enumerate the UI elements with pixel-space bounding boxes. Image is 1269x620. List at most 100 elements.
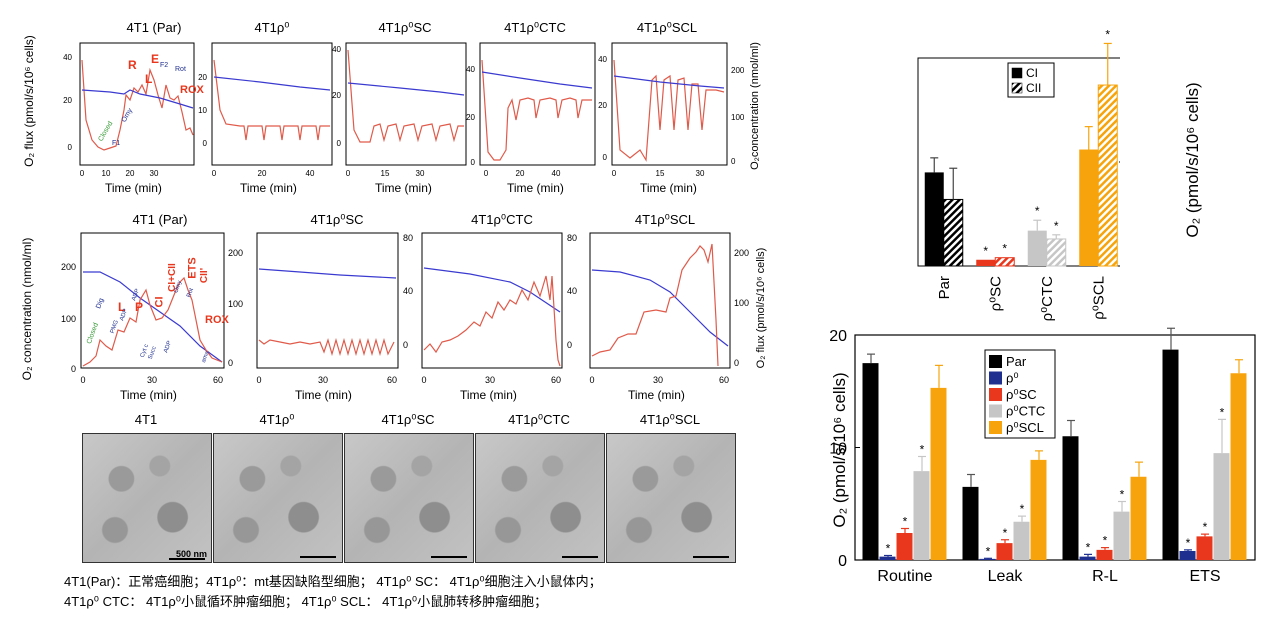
chart2-star: * (903, 515, 908, 529)
chart2-star: * (1086, 540, 1091, 554)
row2-xlabel-rho0sc: Time (min) (295, 388, 352, 402)
chart2-ylabel: O₂ (pmol/s/10⁶ cells) (830, 372, 849, 528)
svg-text:100: 100 (734, 298, 749, 308)
caption-line-2: 4T1ρ⁰ CTC： 4T1ρ⁰小鼠循环肿瘤细胞； 4T1ρ⁰ SCL： 4T1… (64, 594, 548, 609)
chart1-bar-CII-1 (994, 257, 1015, 267)
chart2-bar-4-1 (1030, 459, 1047, 560)
svg-text:20: 20 (126, 169, 135, 178)
row1-rho0ctc-red-trace (481, 59, 592, 161)
row2-rho0sc-red-trace (258, 337, 395, 357)
row1-frame-par (79, 42, 195, 166)
row1-xlabel-par: Time (min) (105, 181, 162, 195)
svg-text:0: 0 (212, 169, 217, 178)
row2-title-rho0ctc: 4T1ρ⁰CTC (471, 212, 533, 227)
svg-text:30: 30 (485, 375, 495, 385)
svg-text:20: 20 (466, 113, 475, 122)
svg-text:30: 30 (653, 375, 663, 385)
svg-text:40: 40 (306, 169, 315, 178)
chart2-star: * (1103, 534, 1108, 548)
chart1-legend-swatch (1011, 82, 1023, 94)
row2-par-red-trace (82, 276, 223, 367)
row2-annot-p: P (135, 300, 144, 314)
em-scalebar (562, 556, 598, 558)
svg-text:30: 30 (416, 169, 425, 178)
chart2-legend-label: ρ⁰SC (1006, 387, 1037, 402)
em-label-rho0scl: 4T1ρ⁰SCL (639, 412, 701, 427)
row2-rho0sc-blue-trace (258, 268, 397, 279)
row1-annot-rot: Rot (175, 66, 186, 73)
chart2-star: * (1203, 520, 1208, 534)
em-image-rho0 (213, 433, 343, 563)
row1-title-rho0sc: 4T1ρ⁰SC (378, 20, 432, 35)
em-image-rho0ctc (475, 433, 605, 563)
chart2-legend-swatch (989, 355, 1002, 368)
chart1-star: * (983, 244, 988, 258)
row2-xlabel-rho0scl: Time (min) (628, 388, 685, 402)
chart2-bar-4-3 (1230, 373, 1247, 560)
row1-frame-rho0ctc (479, 42, 596, 166)
svg-text:30: 30 (696, 169, 705, 178)
svg-text:40: 40 (552, 169, 561, 178)
svg-text:30: 30 (150, 169, 159, 178)
chart2-star: * (1003, 526, 1008, 540)
row2-rho0ctc-blue-trace (423, 267, 561, 313)
chart2-bar-3-2 (1113, 511, 1130, 560)
row1-xlabel-rho0ctc: Time (min) (507, 181, 564, 195)
svg-text:20: 20 (258, 169, 267, 178)
svg-text:40: 40 (63, 53, 72, 62)
chart2-legend-label: ρ⁰SCL (1006, 420, 1044, 435)
svg-text:0: 0 (471, 158, 476, 167)
chart1-legend-label: CI (1026, 66, 1038, 80)
row2-xlabel-rho0ctc: Time (min) (460, 388, 517, 402)
svg-text:40: 40 (332, 45, 341, 54)
chart2-legend-swatch (989, 404, 1002, 418)
row1-rho0sc-red-trace (347, 49, 464, 143)
svg-text:15: 15 (656, 169, 665, 178)
chart1-legend-label: CII (1026, 81, 1041, 95)
row1-frame-rho0 (211, 42, 333, 166)
row2-annot-cii-prime: CII' (199, 267, 211, 284)
row2-annot-ci: CI (153, 296, 166, 308)
row2-title-rho0scl: 4T1ρ⁰SCL (634, 212, 696, 227)
row2-rho0scl-red-trace (591, 243, 719, 367)
svg-text:10: 10 (102, 169, 111, 178)
row1-annot-r: R (128, 58, 137, 72)
svg-text:0: 0 (731, 157, 736, 166)
svg-text:200: 200 (734, 248, 749, 258)
svg-text:60: 60 (387, 375, 397, 385)
chart1-bar-CI-3 (1079, 149, 1099, 266)
svg-text:0: 0 (80, 375, 85, 385)
svg-text:40: 40 (598, 55, 607, 64)
chart2-star: * (1120, 488, 1125, 502)
svg-text:0: 0 (484, 169, 489, 178)
row1-rho0scl-blue-trace (613, 75, 725, 89)
row1-rho0-red-trace (213, 59, 330, 141)
svg-text:40: 40 (466, 65, 475, 74)
row2-annot-rox: ROX (205, 314, 229, 326)
chart2-bar-0-2 (1062, 436, 1079, 560)
svg-text:30: 30 (318, 375, 328, 385)
chart1-category-label: ρ⁰SC (987, 276, 1004, 312)
chart2-bar-1-3 (1179, 551, 1196, 560)
chart1-bar-CII-3 (1097, 84, 1118, 267)
chart2-star: * (1186, 536, 1191, 550)
row1-xlabel-rho0sc: Time (min) (375, 181, 432, 195)
svg-text:0: 0 (612, 169, 617, 178)
chart2-bar-0-3 (1162, 349, 1179, 560)
svg-text:0: 0 (68, 143, 73, 152)
svg-text:20: 20 (598, 101, 607, 110)
svg-text:60: 60 (213, 375, 223, 385)
svg-text:0: 0 (603, 153, 608, 162)
em-image-rho0sc (344, 433, 474, 563)
svg-text:0: 0 (80, 169, 85, 178)
row1-rho0scl-red-trace (613, 59, 725, 162)
chart2-bar-4-2 (1130, 476, 1147, 560)
chart2-category-label: Routine (877, 568, 932, 585)
caption-line-1: 4T1(Par)：正常癌细胞；4T1ρ⁰：mt基因缺陷型细胞； 4T1ρ⁰ SC… (64, 574, 602, 589)
chart1-star: * (1105, 30, 1110, 41)
row1-frame-rho0sc (345, 42, 467, 166)
em-scalebar (693, 556, 729, 558)
chart2-legend-label: Par (1006, 354, 1027, 369)
row1-rho0-blue-trace (213, 76, 331, 91)
svg-text:20: 20 (516, 169, 525, 178)
